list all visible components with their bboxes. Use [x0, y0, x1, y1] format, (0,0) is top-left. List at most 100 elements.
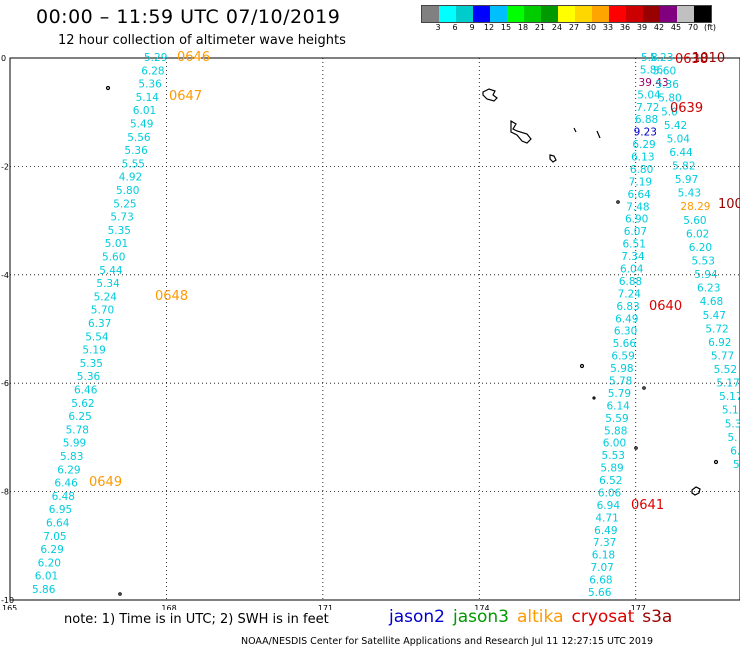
color-swatch [694, 6, 711, 22]
wave-height-value: 4.68 [700, 296, 723, 308]
wave-height-value: 6.80 [630, 164, 653, 176]
wave-height-value: 5.42 [664, 120, 687, 132]
wave-height-value: 7.37 [593, 537, 616, 549]
wave-height-value: 5.66 [613, 338, 637, 350]
wave-height-value: 6.64 [46, 518, 70, 530]
island [616, 200, 620, 204]
pass-time-label: 0640 [649, 299, 682, 314]
wave-height-value: 6.28 [141, 65, 164, 77]
wave-height-value: 6.29 [632, 139, 655, 151]
color-scale-label: 21 [534, 23, 546, 32]
color-swatch [626, 6, 643, 22]
wave-height-value: 5.36 [656, 79, 680, 91]
wave-height-value: 5.24 [94, 291, 118, 303]
y-tick-label: -4 [1, 271, 9, 280]
color-scale-label: 6 [452, 23, 458, 32]
wave-height-value: 5.52 [714, 364, 737, 376]
wave-height-value: 5.53 [602, 450, 625, 462]
wave-height-value: 7.48 [626, 201, 649, 213]
wave-height-value: 6.00 [603, 438, 626, 450]
wave-height-value: 6.13 [631, 152, 654, 164]
wave-height-value: 5.99 [63, 438, 86, 450]
wave-height-value: 5.97 [675, 174, 698, 186]
wave-height-value: 5.59 [605, 413, 628, 425]
legend-jason2: jason2 [389, 607, 445, 627]
wave-height-value: 5.60 [653, 66, 676, 78]
wave-height-value: 6.01 [133, 105, 156, 117]
color-scale-label: 9 [469, 23, 475, 32]
wave-height-value: 28.29 [680, 201, 710, 213]
wave-height-value: 6.29 [40, 544, 63, 556]
wave-height-value: 5.86 [32, 584, 56, 596]
wave-height-value: 5.1 [722, 405, 739, 417]
pass-time-label: 0647 [169, 89, 202, 104]
wave-height-value: 6.59 [611, 351, 634, 363]
color-swatch [473, 6, 490, 22]
wave-height-value: 5.44 [99, 265, 123, 277]
color-swatch [507, 6, 524, 22]
wave-height-value: 5.82 [672, 161, 695, 173]
wave-height-value: 5. [733, 459, 740, 471]
color-scale-label: 3 [435, 23, 441, 32]
wave-height-value: 6.48 [52, 491, 75, 503]
wave-height-value: 6.14 [606, 400, 630, 412]
wave-height-value: 5.66 [588, 587, 612, 599]
wave-height-value: 5.77 [711, 350, 734, 362]
color-scale-label: 30 [585, 23, 597, 32]
wave-height-value: 6.29 [57, 464, 80, 476]
wave-height-value: 7.34 [621, 251, 645, 263]
map-axis-ticks: 165 168 171 174 177 0 -2 -4 -6 -8 -10 [1, 54, 646, 610]
wave-height-value: 6.07 [624, 226, 647, 238]
wave-height-value: 5.70 [91, 305, 114, 317]
wave-height-value: 5.47 [703, 310, 726, 322]
y-tick-label: -2 [1, 162, 9, 171]
island [510, 119, 532, 144]
wave-height-value: 4.92 [119, 172, 142, 184]
island [579, 363, 585, 369]
color-scale-label: 70 [687, 23, 699, 32]
wave-height-value: 6.90 [625, 214, 648, 226]
wave-height-value: 5.80 [658, 93, 681, 105]
wave-height-value: 7.19 [629, 176, 652, 188]
wave-height-value: 39.43 [639, 77, 669, 89]
color-scale-bar [421, 5, 712, 23]
wave-height-value: 5.25 [113, 198, 136, 210]
island [691, 486, 701, 496]
wave-height-value: 5.01 [105, 238, 128, 250]
wave-height-value: 6.92 [708, 337, 731, 349]
color-scale-label: 15 [500, 23, 512, 32]
wave-height-value: 5.36 [138, 79, 162, 91]
legend-cryosat: cryosat [571, 607, 635, 627]
y-tick-label: 0 [1, 54, 6, 63]
color-scale-label: 36 [619, 23, 631, 32]
wave-height-value: 6. [730, 445, 740, 457]
pass-time-label: 0639 [670, 101, 703, 116]
wave-height-value: 6.25 [68, 411, 91, 423]
wave-height-value: 5.72 [705, 323, 728, 335]
wave-height-value: 6.49 [615, 313, 638, 325]
wave-height-value: 5.60 [683, 215, 706, 227]
altimeter-observations: 5.296.285.365.146.015.495.565.365.554.92… [32, 50, 740, 599]
map-grid [10, 58, 740, 600]
color-scale-label: 33 [602, 23, 614, 32]
color-swatch [541, 6, 558, 22]
color-swatch [558, 6, 575, 22]
color-swatch [643, 6, 660, 22]
pass-time-label: 0649 [89, 475, 122, 490]
wave-height-value: 5.89 [600, 463, 623, 475]
x-tick-label: 168 [161, 604, 176, 610]
color-swatch [456, 6, 473, 22]
color-scale-label: (ft) [703, 23, 717, 32]
island [573, 127, 577, 133]
wave-height-value: 5. [727, 432, 737, 444]
y-tick-label: -10 [1, 596, 14, 605]
wave-height-value: 6.44 [669, 147, 693, 159]
wave-height-value: 5.35 [80, 358, 103, 370]
wave-height-value: 5.17 [716, 378, 739, 390]
wave-height-value: 5.17 [719, 391, 740, 403]
wave-height-value: 5.36 [124, 145, 148, 157]
wave-height-value: 6.46 [74, 385, 98, 397]
wave-height-value: 6.37 [88, 318, 111, 330]
pass-time-label: 1010 [692, 51, 725, 66]
wave-height-value: 5.53 [692, 256, 715, 268]
